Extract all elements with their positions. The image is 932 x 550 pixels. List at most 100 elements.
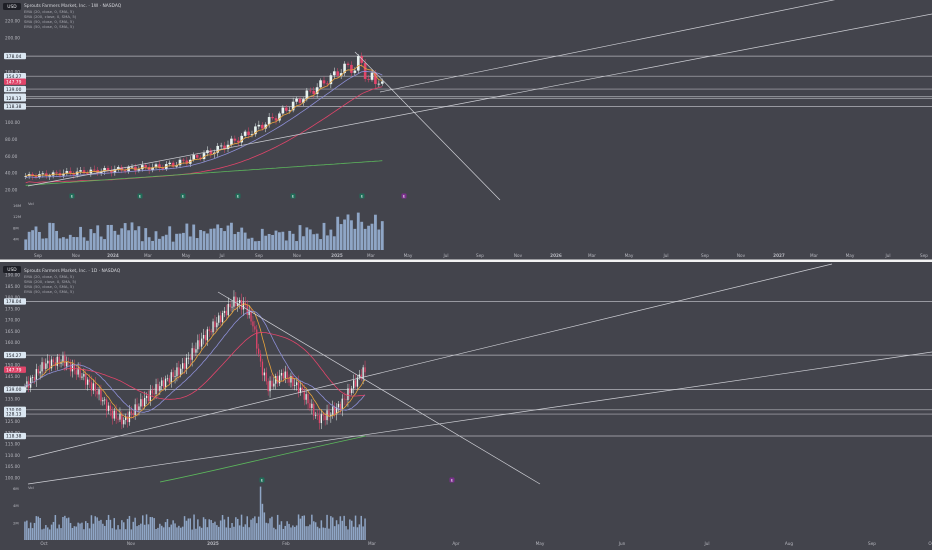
candle-body	[356, 56, 360, 71]
volume-bar	[278, 232, 281, 250]
volume-bar	[212, 522, 214, 540]
volume-bar	[254, 516, 256, 540]
candle-body	[75, 370, 77, 375]
candle-body	[288, 110, 292, 112]
indicator-legend: SMA (200, close, 0, SMA, 5)	[24, 14, 77, 19]
volume-bar	[181, 526, 184, 540]
volume-bar	[237, 518, 239, 540]
y-tick-label: 40.00	[5, 171, 18, 177]
volume-bar	[223, 519, 226, 540]
x-tick-label: Sep	[920, 253, 928, 258]
volume-bar	[79, 523, 81, 540]
candle-body	[308, 90, 312, 92]
volume-bar	[111, 528, 114, 540]
candle-body	[86, 173, 89, 175]
volume-bar	[221, 515, 224, 540]
candle-body	[98, 389, 100, 395]
y-tick-label: 150.00	[5, 363, 20, 369]
volume-bar	[89, 229, 93, 250]
candle-body	[320, 414, 322, 424]
volume-bar	[185, 223, 189, 250]
volume-bar	[351, 520, 353, 540]
candle-body	[326, 83, 329, 85]
volume-bar	[206, 233, 209, 250]
chart-title: Sprouts Farmers Market, Inc. · 1D · NASD…	[24, 268, 121, 274]
volume-bar	[187, 518, 190, 540]
x-tick-label: Nov	[293, 253, 302, 258]
x-tick-label: May	[404, 253, 413, 258]
price-level-badge	[4, 52, 26, 60]
volume-bar	[105, 520, 108, 540]
volume-bar	[151, 240, 154, 250]
candle-body	[178, 367, 180, 375]
candle-body	[193, 348, 195, 353]
candle-body	[69, 362, 72, 372]
candle-body	[239, 300, 241, 304]
y-tick-label: 160.00	[5, 340, 20, 346]
volume-bar	[103, 239, 106, 250]
candle-body	[237, 303, 239, 306]
candle-body	[199, 157, 202, 160]
y-tick-label: 160.00	[5, 69, 20, 75]
volume-bar	[358, 524, 361, 540]
candle-body	[273, 383, 275, 387]
price-level-label: 139.00	[6, 87, 22, 93]
candle-body	[345, 399, 347, 401]
candle-body	[341, 398, 343, 411]
volume-bar	[155, 528, 157, 540]
volume-label: Vol	[28, 485, 34, 490]
volume-bar	[318, 528, 321, 540]
candle-body	[96, 391, 98, 395]
earnings-marker-label: E	[71, 194, 74, 199]
volume-bar	[120, 228, 124, 250]
volume-bar	[75, 237, 79, 250]
volume-bar	[256, 523, 258, 540]
candle-body	[159, 386, 161, 391]
earnings-marker	[180, 193, 186, 199]
candle-body	[318, 415, 321, 424]
volume-bar	[128, 515, 131, 540]
candle-body	[178, 159, 182, 166]
volume-bar	[216, 525, 218, 540]
volume-bar	[166, 519, 169, 540]
volume-bar	[69, 522, 72, 540]
candle-body	[230, 138, 233, 145]
volume-tick-label: 2M	[13, 520, 19, 525]
candle-body	[277, 376, 279, 384]
candle-body	[64, 355, 66, 367]
volume-bar	[339, 224, 343, 250]
candle-body	[221, 312, 224, 323]
candle-body	[185, 357, 188, 369]
volume-bar	[151, 517, 153, 540]
candle-body	[278, 375, 281, 384]
candle-body	[281, 107, 285, 114]
candle-body	[367, 78, 370, 80]
volume-bar	[202, 231, 206, 250]
volume-bar	[197, 519, 199, 540]
candle-body	[102, 399, 104, 402]
candle-body	[144, 398, 146, 407]
volume-tick-label: 8M	[13, 225, 19, 230]
volume-bar	[335, 520, 338, 540]
candle-body	[332, 71, 336, 76]
candle-body	[299, 387, 302, 394]
volume-bar	[188, 236, 192, 250]
volume-bar	[100, 519, 102, 540]
candle-body	[209, 150, 213, 154]
candle-body	[335, 407, 338, 415]
candle-body	[52, 359, 55, 363]
volume-bar	[58, 524, 60, 540]
volume-label: Vol	[28, 201, 34, 206]
x-tick-label: 2026	[550, 253, 562, 258]
price-level-badge	[4, 386, 26, 393]
volume-bar	[240, 514, 243, 540]
volume-bar	[178, 233, 182, 250]
candle-body	[161, 167, 165, 170]
y-tick-label: 105.00	[5, 464, 20, 470]
candle-body	[356, 377, 359, 387]
volume-bar	[209, 228, 213, 250]
y-tick-label: 125.00	[5, 419, 20, 425]
ema50-line	[24, 310, 366, 413]
y-tick-label: 20.00	[5, 188, 18, 194]
